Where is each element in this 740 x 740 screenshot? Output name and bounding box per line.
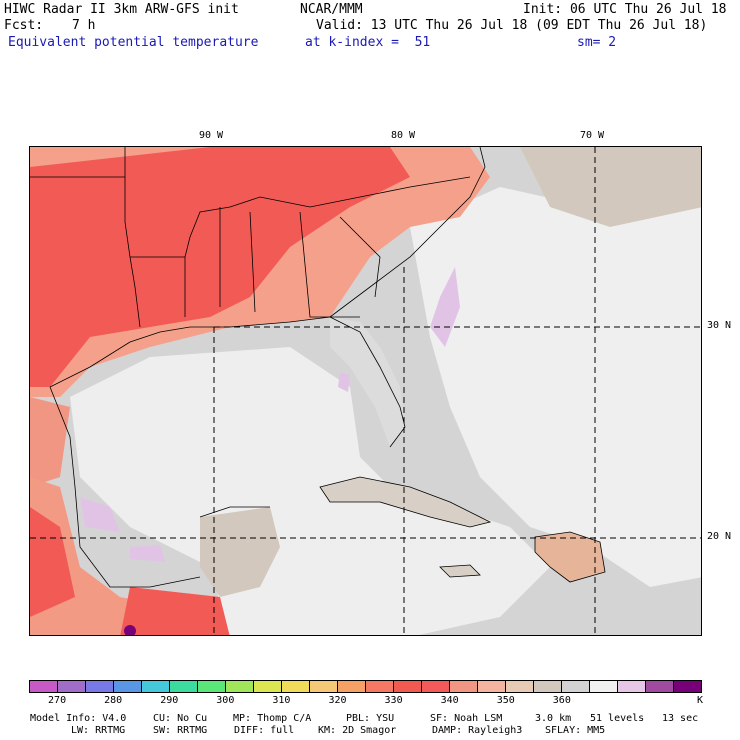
colorbar-tick-label: 350 [496,695,515,706]
organization: NCAR/MMM [300,2,363,17]
state-line-6 [249,211,256,313]
theta-e-map [29,146,702,636]
vertical-levels: 51 levels [590,713,645,724]
diffusion: DIFF: full [234,725,295,736]
colorbar-tick-label: 330 [384,695,403,706]
timestep: 13 sec [662,713,699,724]
colorbar-swatch [562,681,590,692]
field-name: Equivalent potential temperature [8,35,259,50]
max-theta-blob [124,625,136,635]
state-line-4 [184,176,471,258]
colorbar [29,680,702,693]
northeast-dry-region [520,147,701,227]
plot-title: HIWC Radar II 3km ARW-GFS init [4,2,239,17]
colorbar-swatch [198,681,226,692]
grid-spacing: 3.0 km [535,713,572,724]
state-line-8 [339,216,381,298]
florida-coast [329,316,406,448]
colorbar-swatch [590,681,618,692]
colorbar-tick-label: 310 [272,695,291,706]
colorbar-swatch [618,681,646,692]
lat-label-20n: 20 N [707,531,732,542]
colorbar-swatch [646,681,674,692]
purple-patch-florida [338,372,350,392]
graticule [30,147,701,635]
damping: DAMP: Rayleigh3 [432,725,523,736]
cumulus-scheme: CU: No Cu [153,713,208,724]
colorbar-tick-label: 290 [160,695,179,706]
colorbar-tick-label: 270 [48,695,67,706]
model-info: Model Info: V4.0 [30,713,127,724]
colorbar-swatch [422,681,450,692]
gulf-moist-region [70,347,550,635]
surface-layer: SFLAY: MM5 [545,725,606,736]
colorbar-swatch [254,681,282,692]
colorbar-tick-label: 360 [552,695,571,706]
lw-scheme: LW: RRTMG [71,725,126,736]
colorbar-tick-label: 340 [440,695,459,706]
forecast-value: 7 h [72,18,96,33]
colorbar-tick-label: 320 [328,695,347,706]
colorbar-swatch [86,681,114,692]
sw-scheme: SW: RRTMG [153,725,208,736]
colorbar-tick-label: 280 [104,695,123,706]
smoothing: sm= 2 [577,35,617,50]
colorbar-swatch [394,681,422,692]
central-america-hot-region [120,587,230,635]
microphysics: MP: Thomp C/A [233,713,312,724]
surface-scheme: SF: Noah LSM [430,713,503,724]
yucatan-region [200,507,280,597]
cuba-island [319,476,492,528]
east-coast [329,147,486,318]
atlantic-moist-region [410,187,701,587]
colorbar-swatch [282,681,310,692]
purple-patch-mexico [130,545,165,562]
yucatan-coast [199,506,270,518]
boundary-lines [30,147,486,588]
colorbar-swatch [226,681,254,692]
lat-label-30n: 30 N [707,320,732,331]
colorbar-swatch [30,681,58,692]
mexico-warm-region [30,477,229,635]
texas-coast-region [30,397,70,487]
km-opt: KM: 2D Smagor [318,725,397,736]
valid-time: Valid: 13 UTC Thu 26 Jul 18 (09 EDT Thu … [316,18,708,33]
colorbar-swatch [674,681,701,692]
init-time: Init: 06 UTC Thu 26 Jul 18 [523,2,727,17]
colorbar-swatch [478,681,506,692]
colorbar-swatch [58,681,86,692]
jamaica-island [439,564,481,578]
colorbar-swatch [506,681,534,692]
colorbar-swatch [310,681,338,692]
hispaniola-island [534,531,606,583]
forecast-label: Fcst: [4,18,44,33]
purple-patch-gulf-west [80,497,120,532]
colorbar-tick-label: 300 [216,695,235,706]
lon-label-80w: 80 W [391,130,416,141]
state-line-7 [299,211,360,318]
lon-label-90w: 90 W [199,130,224,141]
pbl-scheme: PBL: YSU [346,713,395,724]
colorbar-swatch [450,681,478,692]
colorbar-unit: K [697,695,704,706]
level-index: at k-index = 51 [305,35,431,50]
gulf-coast [49,316,331,388]
colorbar-swatch [366,681,394,692]
mexico-coast [49,386,201,588]
lon-label-70w: 70 W [580,130,605,141]
colorbar-swatch [338,681,366,692]
colorbar-swatch [114,681,142,692]
mexico-hot-region [30,507,75,617]
colorbar-swatch [534,681,562,692]
colorbar-swatch [170,681,198,692]
florida-peninsula [330,317,405,447]
map-canvas [30,147,701,635]
colorbar-swatch [142,681,170,692]
